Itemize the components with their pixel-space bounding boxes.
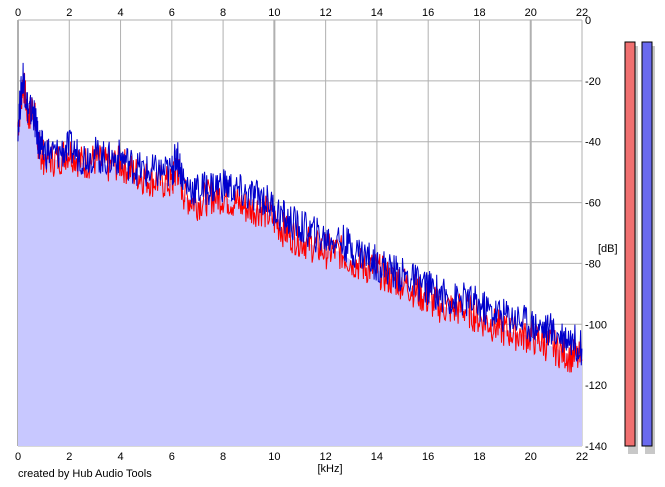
level-meters	[624, 41, 655, 454]
x-tick-label-top: 10	[268, 7, 280, 19]
y-axis-label: [dB]	[598, 243, 618, 255]
y-tick-label: -100	[585, 319, 607, 331]
x-tick-label-bottom: 6	[169, 451, 175, 463]
y-tick-label: -40	[585, 137, 601, 149]
x-tick-label-top: 18	[473, 7, 485, 19]
spectrum-area	[18, 80, 582, 446]
level-meter-2	[641, 41, 653, 447]
y-tick-label: -80	[585, 258, 601, 270]
x-tick-label-top: 16	[422, 7, 434, 19]
x-tick-label-bottom: 18	[473, 451, 485, 463]
x-tick-label-top: 20	[525, 7, 537, 19]
x-tick-label-top: 6	[169, 7, 175, 19]
x-tick-label-top: 0	[15, 7, 21, 19]
x-tick-label-top: 4	[117, 7, 123, 19]
y-tick-label: 0	[585, 15, 591, 27]
y-tick-label: -20	[585, 76, 601, 88]
x-tick-label-bottom: 8	[220, 451, 226, 463]
x-tick-label-bottom: 4	[117, 451, 123, 463]
x-tick-label-top: 22	[576, 7, 588, 19]
x-tick-labels-bottom: 0 2 4 6 8 10 12 14 16 18 20 22	[15, 451, 588, 463]
x-tick-label-bottom: 10	[268, 451, 280, 463]
series-line-2	[17, 62, 583, 366]
x-tick-label-bottom: 0	[15, 451, 21, 463]
x-tick-label-top: 2	[66, 7, 72, 19]
x-tick-labels-top: 0 2 4 6 8 10 12 14 16 18 20 22	[15, 7, 588, 19]
x-tick-label-bottom: 20	[525, 451, 537, 463]
x-tick-label-top: 12	[320, 7, 332, 19]
spectrum-fill	[18, 80, 582, 446]
y-tick-label: -60	[585, 198, 601, 210]
x-tick-label-top: 14	[371, 7, 383, 19]
x-tick-label-bottom: 2	[66, 451, 72, 463]
level-meter-1	[624, 41, 636, 447]
y-tick-labels: 0 -20 -40 -60 -80 -100 -120 -140	[585, 15, 607, 453]
y-tick-label: -120	[585, 380, 607, 392]
x-tick-label-bottom: 14	[371, 451, 383, 463]
credit-text: created by Hub Audio Tools	[18, 468, 152, 480]
y-tick-label: -140	[585, 441, 607, 453]
series-line-1	[17, 72, 583, 373]
x-tick-label-bottom: 22	[576, 451, 588, 463]
x-tick-label-bottom: 16	[422, 451, 434, 463]
x-axis-label: [kHz]	[317, 463, 342, 475]
x-tick-label-bottom: 12	[320, 451, 332, 463]
spectrum-lines	[17, 62, 583, 373]
x-tick-label-top: 8	[220, 7, 226, 19]
